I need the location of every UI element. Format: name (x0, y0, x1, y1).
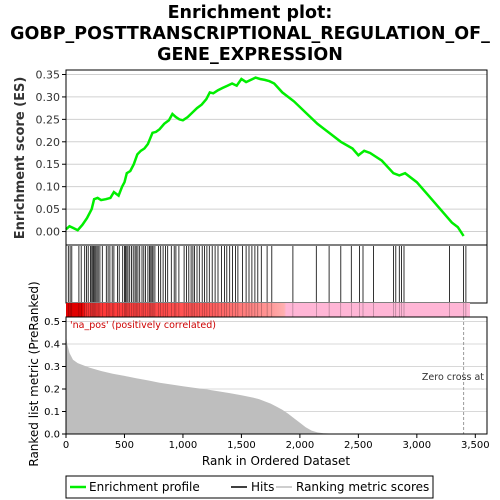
title-line-1: Enrichment plot: (168, 3, 333, 23)
rank-panel: 0.5 0.4 0.3 0.2 0.1 0.0 0 500 1,000 1,500 2,000 2,… (27, 281, 490, 468)
zero-cross-label: Zero cross at (422, 372, 484, 383)
es-panel-background (66, 70, 487, 245)
legend-label-ranking: Ranking metric scores (296, 480, 429, 494)
es-y-tick-label: 0.00 (36, 226, 61, 239)
hits-panel-frame (65, 244, 488, 304)
rank-y-tick-label: 0.1 (44, 407, 60, 418)
es-y-tick-label: 0.15 (36, 158, 61, 171)
rank-y-axis-label: Ranked list metric (PreRanked) (27, 281, 41, 466)
rank-x-tick-label: 0 (63, 440, 69, 451)
rank-x-tick-label: 3,000 (403, 440, 432, 451)
es-gridlines (66, 73, 487, 233)
legend: Enrichment profile Hits Ranking metric s… (65, 475, 434, 499)
rank-x-tick-label: 2,500 (344, 440, 373, 451)
es-y-tick-label: 0.35 (36, 68, 61, 81)
es-y-tick-label: 0.05 (36, 203, 61, 216)
rank-x-axis-label: Rank in Ordered Dataset (202, 454, 350, 468)
rank-color-gradient (66, 303, 470, 317)
es-panel: 0.35 0.30 0.25 0.20 0.15 0.10 0.05 0.00 Enrichm… (13, 68, 488, 246)
rank-color-bar (66, 303, 470, 317)
color-bar-hit-lines (68, 303, 467, 317)
title-line-3: GENE_EXPRESSION (157, 45, 343, 65)
rank-y-tick-label: 0.5 (44, 317, 60, 328)
ranking-metric-area (66, 335, 464, 434)
rank-x-ticks: 0 500 1,000 1,500 2,000 2,500 3,000 3,500 (63, 434, 490, 451)
rank-y-tick-label: 0.3 (44, 362, 60, 373)
legend-label-hits: Hits (251, 480, 274, 494)
rank-x-tick-label: 1,500 (227, 440, 256, 451)
chart-title: Enrichment plot: GOBP_POSTTRANSCRIPTIONA… (10, 3, 490, 65)
hit-lines (67, 246, 467, 302)
rank-y-ticks: 0.5 0.4 0.3 0.2 0.1 0.0 (44, 317, 66, 441)
rank-y-tick-label: 0.4 (44, 340, 60, 351)
es-y-ticks: 0.35 0.30 0.25 0.20 0.15 0.10 0.05 0.00 (36, 68, 66, 239)
es-y-axis-label: Enrichment score (ES) (13, 77, 28, 240)
hits-panel (65, 244, 488, 304)
rank-panel-frame (65, 316, 488, 435)
legend-label-enrichment: Enrichment profile (89, 480, 200, 494)
rank-x-tick-label: 2,000 (286, 440, 315, 451)
es-y-tick-label: 0.10 (36, 181, 61, 194)
enrichment-profile-line (65, 76, 465, 237)
rank-x-tick-label: 3,500 (461, 440, 490, 451)
rank-x-tick-label: 1,000 (169, 440, 198, 451)
es-y-tick-label: 0.25 (36, 113, 61, 126)
rank-y-tick-label: 0.2 (44, 385, 60, 396)
rank-y-tick-label: 0.0 (44, 430, 60, 441)
legend-frame (65, 475, 434, 499)
es-y-tick-label: 0.20 (36, 136, 61, 149)
positive-correlation-label: 'na_pos' (positively correlated) (70, 320, 216, 331)
title-line-2: GOBP_POSTTRANSCRIPTIONAL_REGULATION_OF_ (10, 24, 490, 44)
rank-x-tick-label: 500 (115, 440, 134, 451)
es-y-tick-label: 0.30 (36, 91, 61, 104)
